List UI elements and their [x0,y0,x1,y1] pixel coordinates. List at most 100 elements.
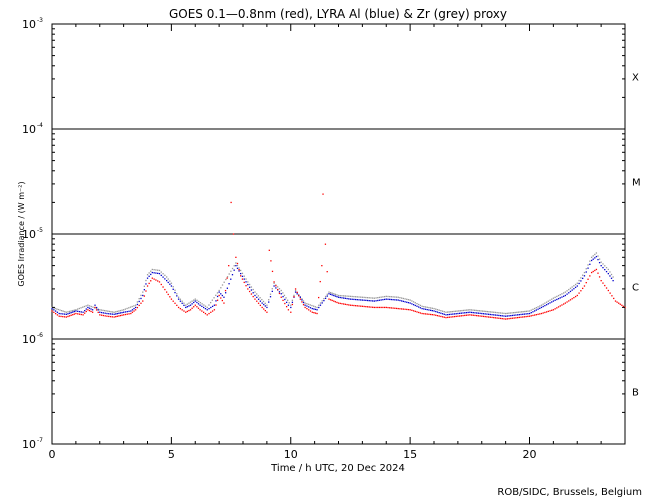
data-point [331,299,333,302]
data-point [556,307,558,309]
x-tick-label: 20 [523,448,537,461]
data-point [304,302,306,304]
data-point [382,306,384,309]
data-point [514,311,516,314]
data-point [607,289,609,292]
data-point [527,310,529,312]
data-point [153,278,155,280]
data-point [324,295,327,298]
data-point [290,306,292,309]
data-point [209,301,212,304]
data-point [556,295,558,298]
data-point [552,297,555,299]
data-point [268,301,270,303]
data-point [193,299,195,301]
data-point [143,295,146,297]
data-point [440,310,442,312]
data-point [450,316,452,318]
data-point [456,310,458,312]
data-point [397,307,399,310]
data-point [177,296,180,298]
data-point [556,298,558,301]
data-point [446,311,449,313]
data-point [314,308,317,311]
data-point [356,296,358,298]
data-point [409,309,411,311]
data-point [128,313,130,315]
data-point [68,310,71,313]
data-point [336,294,338,296]
data-point [151,268,153,271]
data-point [179,300,182,302]
data-point [406,301,408,303]
data-point [431,310,433,312]
data-point [233,265,235,267]
data-point [525,315,527,318]
data-point [389,307,391,309]
data-point [349,304,352,306]
data-point [264,302,266,304]
data-point [573,288,575,290]
data-point [201,305,203,308]
data-point [153,272,155,274]
data-point [167,293,169,296]
data-point [472,311,474,314]
data-point [201,303,203,305]
data-point [131,311,134,313]
data-point [73,309,75,311]
data-point [506,312,508,315]
data-point [540,306,543,309]
data-point [535,309,538,311]
data-point [225,278,227,281]
data-point [470,309,473,311]
series-dots [51,255,614,317]
data-point [67,311,69,313]
data-point [83,305,86,308]
data-point [337,296,340,298]
data-point [123,311,125,313]
data-point [287,309,290,311]
data-point [60,309,63,312]
data-point [438,309,440,311]
data-point [116,312,118,315]
data-point [250,293,253,295]
data-point [233,269,235,271]
data-point [162,276,164,278]
data-point [411,309,413,311]
series-dots [51,193,626,320]
data-point [302,304,305,306]
data-point [252,288,254,291]
data-point [378,299,381,301]
data-point [489,313,491,316]
data-point [266,306,268,309]
data-point [250,286,253,288]
data-point [257,295,260,297]
data-point [390,307,393,309]
data-point [134,309,137,311]
data-point [313,308,315,310]
data-point [574,295,577,298]
data-point [313,312,315,314]
data-point [261,306,263,309]
data-point [318,304,320,306]
data-point [520,311,523,313]
data-point [301,299,303,301]
data-point [474,314,476,317]
data-point [150,270,152,272]
data-point [216,295,219,298]
data-point [208,312,210,315]
data-point [518,316,520,319]
data-point [585,281,587,284]
data-point [443,311,445,313]
data-point [191,307,193,309]
data-point [604,284,606,287]
data-point [561,304,563,306]
data-point [215,300,217,302]
data-point [525,310,528,312]
data-point [498,312,500,314]
data-point [349,295,352,298]
data-point [148,272,150,274]
data-point [348,304,350,306]
data-point [549,299,551,301]
data-point [499,314,502,317]
